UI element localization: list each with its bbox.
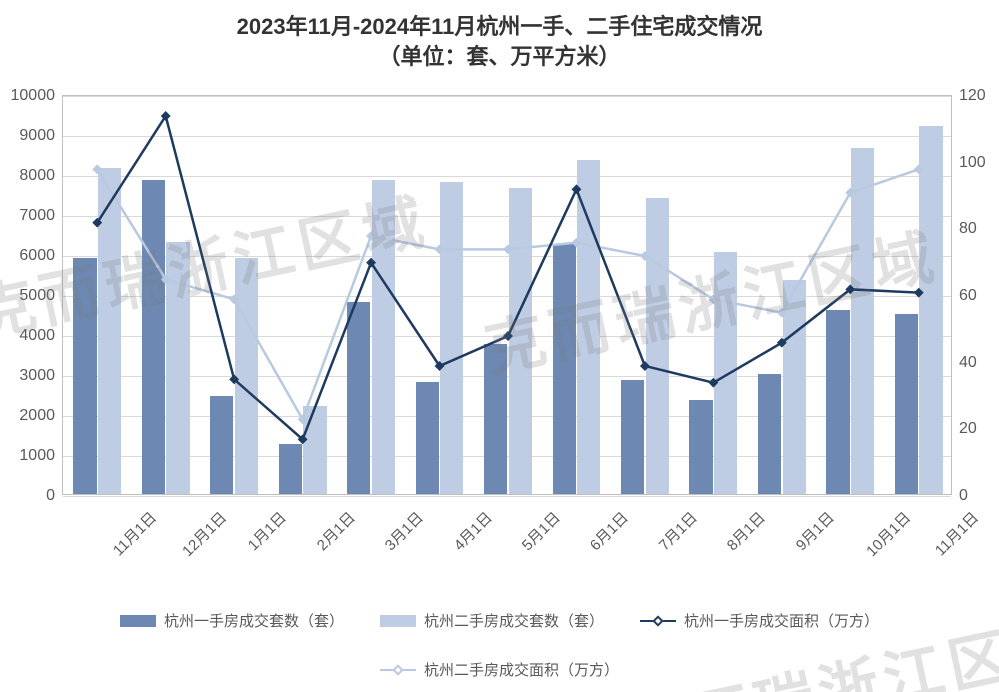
bar-bar1 bbox=[210, 396, 233, 494]
bar-bar2 bbox=[440, 182, 463, 494]
title-line-2: （单位：套、万平方米） bbox=[0, 42, 999, 72]
y-left-tick: 7000 bbox=[19, 207, 63, 225]
legend-swatch bbox=[120, 615, 156, 627]
bar-bar2 bbox=[783, 280, 806, 494]
plot-area: 0100020003000400050006000700080009000100… bbox=[62, 95, 952, 495]
bar-bar1 bbox=[758, 374, 781, 494]
bar-bar1 bbox=[279, 444, 302, 494]
bar-bar1 bbox=[553, 244, 576, 494]
y-left-tick: 3000 bbox=[19, 367, 63, 385]
bar-bar1 bbox=[484, 344, 507, 494]
y-left-tick: 0 bbox=[46, 487, 63, 505]
bar-bar1 bbox=[416, 382, 439, 494]
x-tick: 10月1日 bbox=[861, 507, 915, 561]
x-tick: 11月1日 bbox=[108, 507, 161, 560]
y-left-tick: 9000 bbox=[19, 127, 63, 145]
x-tick: 1月1日 bbox=[243, 507, 291, 555]
bar-bar2 bbox=[98, 168, 121, 494]
grid-line bbox=[63, 296, 951, 297]
grid-line bbox=[63, 136, 951, 137]
grid-line bbox=[63, 96, 951, 97]
chart-title: 2023年11月-2024年11月杭州一手、二手住宅成交情况 （单位：套、万平方… bbox=[0, 12, 999, 71]
bar-bar1 bbox=[347, 302, 370, 494]
x-tick: 3月1日 bbox=[380, 507, 428, 555]
legend-swatch bbox=[640, 615, 676, 627]
x-tick: 12月1日 bbox=[177, 507, 231, 561]
y-left-tick: 6000 bbox=[19, 247, 63, 265]
y-left-tick: 5000 bbox=[19, 287, 63, 305]
bar-bar2 bbox=[919, 126, 942, 494]
grid-line bbox=[63, 336, 951, 337]
legend-item: 杭州一手房成交面积（万方） bbox=[640, 610, 879, 631]
x-tick: 4月1日 bbox=[448, 507, 496, 555]
bar-bar1 bbox=[895, 314, 918, 494]
x-tick: 7月1日 bbox=[654, 507, 702, 555]
bar-bar2 bbox=[646, 198, 669, 494]
bar-bar1 bbox=[621, 380, 644, 494]
y-right-tick: 120 bbox=[951, 87, 986, 105]
legend-swatch bbox=[380, 615, 416, 627]
x-tick: 5月1日 bbox=[517, 507, 565, 555]
y-right-tick: 0 bbox=[951, 487, 968, 505]
legend-label: 杭州二手房成交套数（套） bbox=[424, 610, 604, 631]
bar-bar2 bbox=[303, 406, 326, 494]
y-left-tick: 1000 bbox=[19, 447, 63, 465]
legend-swatch bbox=[380, 664, 416, 676]
x-tick: 8月1日 bbox=[722, 507, 770, 555]
bar-bar2 bbox=[714, 252, 737, 494]
bar-bar1 bbox=[142, 180, 165, 494]
legend-item: 杭州一手房成交套数（套） bbox=[120, 610, 344, 631]
title-line-1: 2023年11月-2024年11月杭州一手、二手住宅成交情况 bbox=[0, 12, 999, 42]
chart-root: 2023年11月-2024年11月杭州一手、二手住宅成交情况 （单位：套、万平方… bbox=[0, 0, 999, 692]
bar-bar1 bbox=[689, 400, 712, 494]
y-left-tick: 2000 bbox=[19, 407, 63, 425]
legend-label: 杭州二手房成交面积（万方） bbox=[424, 659, 619, 680]
x-tick: 9月1日 bbox=[791, 507, 839, 555]
bar-bar2 bbox=[577, 160, 600, 494]
bar-bar1 bbox=[826, 310, 849, 494]
grid-line bbox=[63, 496, 951, 497]
bar-bar1 bbox=[73, 258, 96, 494]
bar-bar2 bbox=[509, 188, 532, 494]
x-tick: 6月1日 bbox=[585, 507, 633, 555]
y-right-tick: 60 bbox=[951, 287, 977, 305]
bar-bar2 bbox=[851, 148, 874, 494]
x-tick: 11月1日 bbox=[930, 507, 983, 560]
y-left-tick: 8000 bbox=[19, 167, 63, 185]
legend-item: 杭州二手房成交套数（套） bbox=[380, 610, 604, 631]
y-right-tick: 40 bbox=[951, 354, 977, 372]
legend-label: 杭州一手房成交面积（万方） bbox=[684, 610, 879, 631]
bar-bar2 bbox=[166, 242, 189, 494]
legend: 杭州一手房成交套数（套） 杭州二手房成交套数（套） 杭州一手房成交面积（万方） 杭州二… bbox=[0, 610, 999, 680]
legend-item: 杭州二手房成交面积（万方） bbox=[380, 659, 619, 680]
legend-label: 杭州一手房成交套数（套） bbox=[164, 610, 344, 631]
y-left-tick: 4000 bbox=[19, 327, 63, 345]
y-right-tick: 80 bbox=[951, 220, 977, 238]
y-right-tick: 100 bbox=[951, 154, 986, 172]
x-tick: 2月1日 bbox=[311, 507, 359, 555]
grid-line bbox=[63, 256, 951, 257]
marker-line1 bbox=[161, 111, 171, 121]
bar-bar2 bbox=[235, 258, 258, 494]
y-left-tick: 10000 bbox=[11, 87, 64, 105]
y-right-tick: 20 bbox=[951, 420, 977, 438]
grid-line bbox=[63, 176, 951, 177]
grid-line bbox=[63, 216, 951, 217]
bar-bar2 bbox=[372, 180, 395, 494]
